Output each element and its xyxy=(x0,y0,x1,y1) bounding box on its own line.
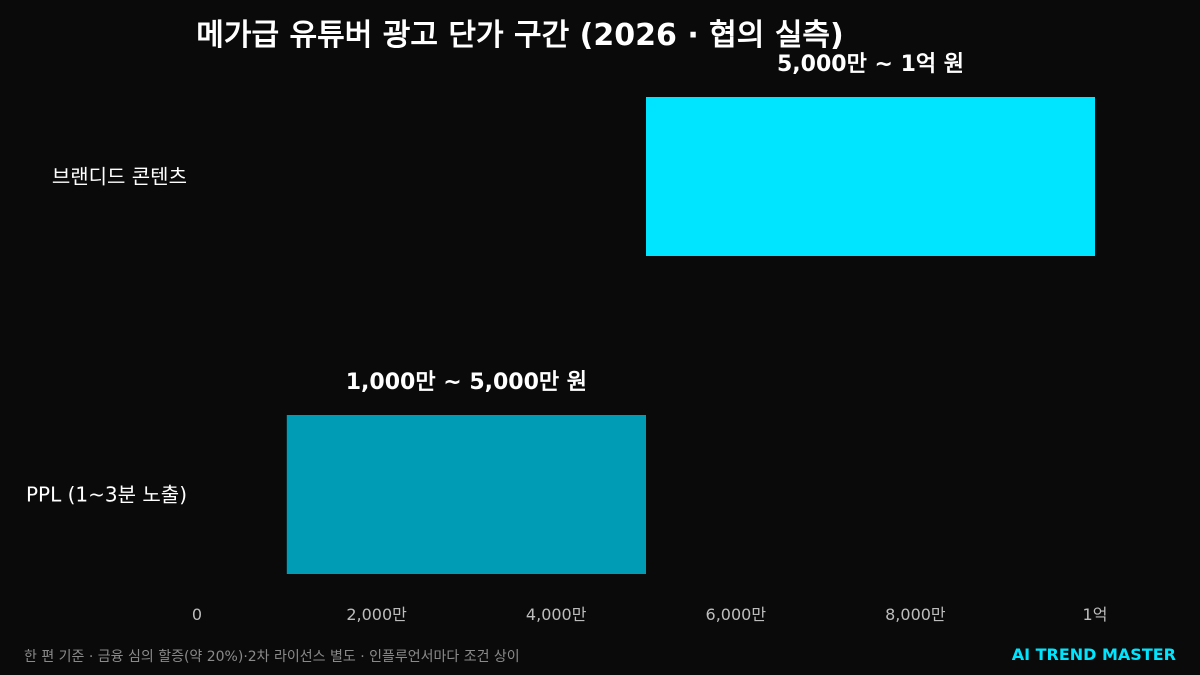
x-tick-label-2: 4,000만 xyxy=(526,605,587,624)
x-tick-label-5: 1억 xyxy=(1083,605,1108,624)
bars-group xyxy=(286,97,1095,574)
category-label-0: 브랜디드 콘텐츠 xyxy=(52,165,187,189)
footnote: 한 편 기준 · 금융 심의 할증(약 20%)·2차 라이선스 별도 · 인플… xyxy=(24,649,520,665)
x-tick-label-0: 0 xyxy=(192,605,202,624)
category-label-1: PPL (1~3분 노출) xyxy=(26,483,187,507)
data-labels: 5,000만 ~ 1억 원 1,000만 ~ 5,000만 원 xyxy=(346,52,964,395)
data-label-1: 1,000만 ~ 5,000만 원 xyxy=(346,370,587,395)
category-labels: 브랜디드 콘텐츠 PPL (1~3분 노출) xyxy=(26,165,187,507)
chart-title: 메가급 유튜버 광고 단가 구간 (2026 · 협의 실측) xyxy=(196,18,844,53)
x-axis-ticks: 0 2,000만 4,000만 6,000만 8,000만 1억 xyxy=(192,605,1108,624)
x-tick-label-1: 2,000만 xyxy=(346,605,407,624)
data-label-0: 5,000만 ~ 1억 원 xyxy=(777,52,964,77)
bar-1 xyxy=(286,415,646,574)
bar-0 xyxy=(646,97,1095,256)
brand-logo-text: AI TREND MASTER xyxy=(1011,645,1176,664)
x-tick-label-4: 8,000만 xyxy=(885,605,946,624)
x-tick-label-3: 6,000만 xyxy=(706,605,767,624)
